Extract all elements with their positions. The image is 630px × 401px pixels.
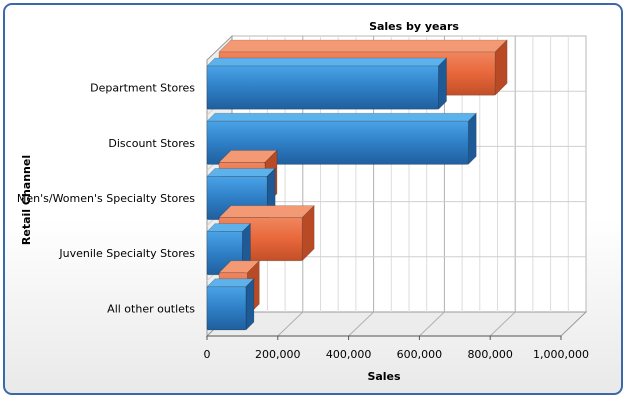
bar-blue-side <box>438 57 447 110</box>
x-tick-label: 0 <box>204 348 211 361</box>
bar-blue <box>206 286 247 331</box>
bar-orange-top <box>218 39 508 53</box>
x-tick-label: 200,000 <box>255 348 301 361</box>
bar-blue-top <box>206 168 276 177</box>
y-axis-label: Retail Channel <box>20 155 33 245</box>
x-axis-label: Sales <box>367 370 401 383</box>
bar-orange-top <box>218 205 315 218</box>
bar-blue-side <box>245 278 255 331</box>
x-tick-label: 1,000,000 <box>533 348 589 361</box>
chart-title: Sales by years <box>369 20 459 33</box>
floor-grid-line <box>489 311 516 337</box>
x-tick-label: 800,000 <box>467 348 513 361</box>
floor-grid-line <box>348 311 374 337</box>
plot-area: Department Stores Discount Stores Men's/Wo… <box>17 34 589 361</box>
bar-blue-top <box>206 57 448 67</box>
x-tick-label: 600,000 <box>397 348 443 361</box>
category-label: All other outlets <box>107 302 195 315</box>
floor <box>205 311 588 337</box>
category-label: Men's/Women's Specialty Stores <box>17 192 195 205</box>
category-label: Juvenile Specialty Stores <box>58 247 195 260</box>
category-label: Discount Stores <box>108 137 195 150</box>
bar-blue-side <box>467 112 477 166</box>
category-label: Department Stores <box>90 82 195 95</box>
x-tick-label: 400,000 <box>326 348 372 361</box>
floor-grid-line <box>419 311 445 337</box>
bar-blue-top <box>206 112 477 122</box>
floor-grid-line <box>277 311 304 337</box>
bar-blue <box>206 65 439 110</box>
